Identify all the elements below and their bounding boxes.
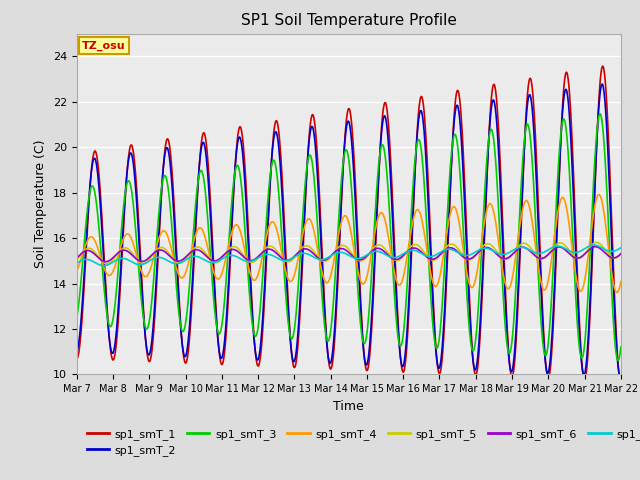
sp1_smT_7: [100, 263, 108, 269]
sp1_smT_4: [595, 192, 603, 197]
sp1_smT_5: [115, 249, 123, 254]
sp1_smT_1: [73, 356, 81, 361]
sp1_smT_2: [304, 156, 312, 162]
sp1_smT_5: [316, 255, 323, 261]
Line: sp1_smT_7: sp1_smT_7: [77, 245, 621, 266]
sp1_smT_2: [325, 357, 333, 362]
sp1_smT_7: [73, 260, 81, 266]
sp1_smT_4: [137, 267, 145, 273]
sp1_smT_7: [138, 262, 145, 267]
sp1_smT_2: [617, 373, 625, 379]
sp1_smT_3: [617, 344, 625, 350]
Line: sp1_smT_4: sp1_smT_4: [77, 194, 621, 292]
sp1_smT_7: [590, 242, 598, 248]
sp1_smT_2: [73, 348, 81, 354]
sp1_smT_6: [383, 251, 390, 257]
sp1_smT_1: [315, 180, 323, 186]
sp1_smT_1: [304, 156, 312, 161]
sp1_smT_7: [304, 251, 312, 257]
Line: sp1_smT_2: sp1_smT_2: [77, 84, 621, 377]
Line: sp1_smT_5: sp1_smT_5: [77, 242, 621, 264]
sp1_smT_7: [383, 252, 390, 258]
sp1_smT_1: [383, 103, 390, 108]
sp1_smT_3: [115, 258, 123, 264]
sp1_smT_6: [316, 256, 323, 262]
Line: sp1_smT_3: sp1_smT_3: [77, 114, 621, 360]
Text: TZ_osu: TZ_osu: [82, 40, 126, 51]
sp1_smT_7: [617, 245, 625, 251]
sp1_smT_6: [73, 255, 81, 261]
sp1_smT_4: [115, 250, 123, 256]
sp1_smT_7: [316, 256, 323, 262]
sp1_smT_2: [315, 198, 323, 204]
sp1_smT_5: [103, 261, 111, 267]
sp1_smT_5: [138, 260, 145, 266]
sp1_smT_4: [613, 289, 621, 295]
Line: sp1_smT_6: sp1_smT_6: [77, 247, 621, 262]
sp1_smT_4: [304, 216, 312, 222]
sp1_smT_6: [591, 244, 599, 250]
sp1_smT_2: [383, 119, 390, 125]
Title: SP1 Soil Temperature Profile: SP1 Soil Temperature Profile: [241, 13, 457, 28]
sp1_smT_5: [383, 248, 390, 254]
sp1_smT_2: [115, 295, 123, 301]
sp1_smT_6: [115, 249, 123, 255]
sp1_smT_6: [138, 259, 145, 264]
sp1_smT_1: [617, 378, 625, 384]
Y-axis label: Soil Temperature (C): Soil Temperature (C): [35, 140, 47, 268]
sp1_smT_5: [593, 240, 600, 245]
Line: sp1_smT_1: sp1_smT_1: [77, 66, 621, 381]
sp1_smT_3: [315, 244, 323, 250]
sp1_smT_3: [325, 337, 333, 343]
sp1_smT_1: [137, 264, 145, 270]
sp1_smT_5: [304, 243, 312, 249]
sp1_smT_1: [599, 63, 607, 69]
sp1_smT_6: [304, 247, 312, 252]
sp1_smT_2: [598, 81, 606, 87]
sp1_smT_3: [304, 159, 312, 165]
sp1_smT_3: [73, 314, 81, 320]
sp1_smT_4: [325, 278, 333, 284]
sp1_smT_4: [73, 268, 81, 274]
sp1_smT_3: [137, 293, 145, 299]
sp1_smT_4: [383, 223, 390, 228]
sp1_smT_5: [73, 257, 81, 263]
sp1_smT_2: [137, 274, 145, 279]
sp1_smT_7: [325, 254, 333, 260]
sp1_smT_3: [596, 111, 604, 117]
sp1_smT_6: [325, 254, 333, 260]
sp1_smT_2: [616, 374, 624, 380]
sp1_smT_6: [102, 259, 109, 264]
Legend: sp1_smT_1, sp1_smT_2, sp1_smT_3, sp1_smT_4, sp1_smT_5, sp1_smT_6, sp1_smT_7: sp1_smT_1, sp1_smT_2, sp1_smT_3, sp1_smT…: [83, 424, 640, 460]
sp1_smT_1: [325, 359, 333, 364]
sp1_smT_1: [115, 307, 123, 313]
sp1_smT_3: [614, 358, 622, 363]
sp1_smT_4: [617, 279, 625, 285]
sp1_smT_7: [115, 256, 123, 262]
sp1_smT_4: [315, 253, 323, 259]
sp1_smT_5: [617, 251, 625, 257]
sp1_smT_5: [325, 256, 333, 262]
sp1_smT_3: [383, 165, 390, 170]
sp1_smT_6: [617, 251, 625, 257]
X-axis label: Time: Time: [333, 400, 364, 413]
